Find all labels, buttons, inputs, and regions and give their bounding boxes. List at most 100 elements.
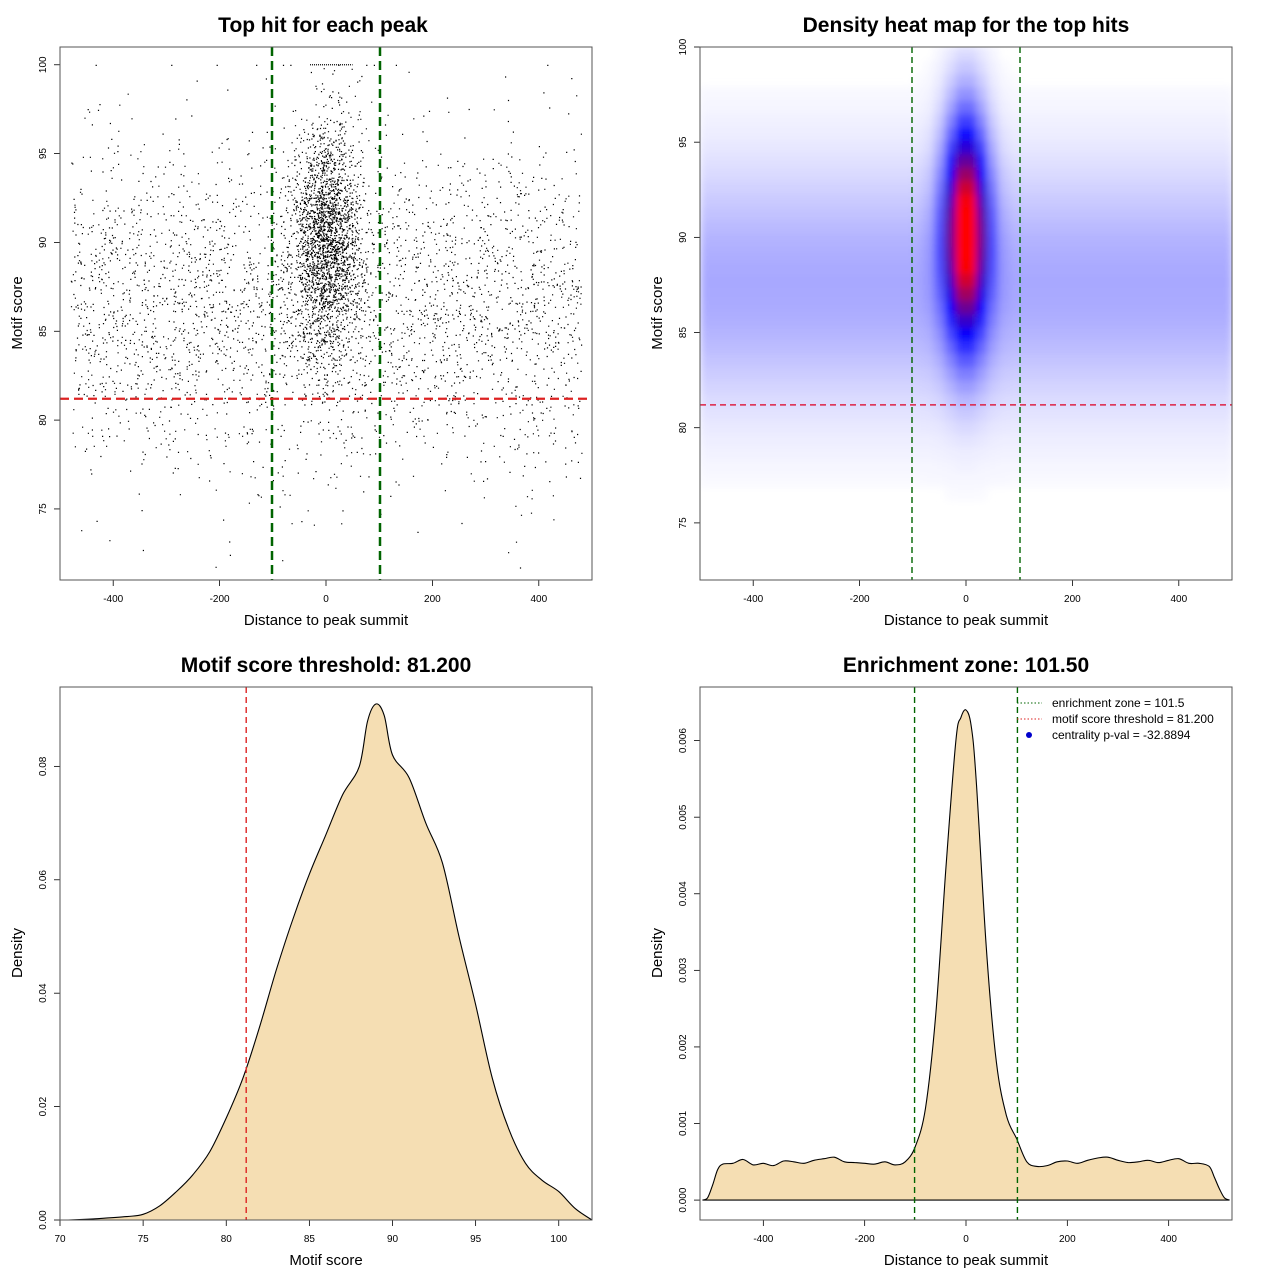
heatmap-cell [1136, 473, 1148, 488]
heatmap-cell [1146, 420, 1159, 434]
heatmap-cell [817, 300, 829, 315]
heatmap-cell [1157, 286, 1169, 301]
heatmap-cell [997, 140, 1010, 155]
heatmap-cell [1115, 113, 1127, 128]
heatmap-cell [700, 313, 712, 328]
heatmap-cell [1093, 340, 1105, 354]
heatmap-cell [1221, 406, 1232, 421]
heatmap-cell [742, 260, 754, 275]
heatmap-cell [987, 87, 999, 101]
heatmap-cell [1061, 260, 1073, 275]
heatmap-cell [1115, 193, 1127, 208]
heatmap-cell [1136, 326, 1148, 341]
heatmap-cell [1200, 166, 1212, 181]
heatmap-cell [763, 166, 775, 181]
heatmap-cell [987, 206, 999, 221]
heatmap-cell [944, 473, 956, 488]
heatmap-cell [1008, 326, 1020, 341]
heatmap-cell [1072, 220, 1084, 235]
heatmap-cell [1115, 87, 1127, 101]
heatmap-cell [944, 87, 956, 101]
heatmap-cell [795, 206, 807, 221]
heatmap-cell [1040, 113, 1052, 128]
heatmap-cell [944, 300, 956, 315]
heatmap-cell [944, 433, 956, 448]
heatmap-cell [880, 446, 893, 461]
heatmap-cell [785, 446, 797, 461]
heatmap-cell [1008, 313, 1020, 328]
heatmap-cell [753, 273, 765, 288]
heatmap-cell [934, 286, 946, 301]
heatmap-cell [774, 273, 786, 288]
heatmap-cell [753, 140, 765, 155]
heatmap-cell [1125, 380, 1137, 394]
heatmap-cell [1200, 100, 1212, 115]
heatmap-cell [934, 73, 946, 88]
heatmap-cell [870, 113, 882, 128]
heatmap-cell [1221, 140, 1232, 155]
heatmap-cell [1019, 153, 1031, 168]
heatmap-cell [902, 193, 914, 208]
heatmap-cell [1093, 166, 1105, 181]
heatmap-cell [731, 300, 744, 315]
heatmap-cell [721, 326, 733, 341]
heatmap-cell [849, 460, 861, 474]
heatmap-cell [934, 153, 946, 168]
heatmap-cell [1051, 193, 1063, 208]
heatmap-cell [795, 140, 807, 155]
heatmap-cell [817, 206, 829, 221]
heatmap-cell [1189, 313, 1201, 328]
heatmap-cell [997, 153, 1010, 168]
heatmap-cell [1189, 206, 1201, 221]
heatmap-cell [763, 420, 775, 434]
heatmap-cell [785, 100, 797, 115]
heatmap-cell [944, 486, 956, 501]
heatmap-cell [955, 273, 967, 288]
heatmap-cell [1221, 166, 1232, 181]
heatmap-cell [849, 166, 861, 181]
heatmap-cell [1210, 286, 1222, 301]
heatmap-cell [987, 286, 999, 301]
heatmap-cell [817, 153, 829, 168]
heatmap-cell [955, 87, 967, 101]
heatmap-cell [1072, 180, 1084, 195]
heatmap-cell [955, 286, 967, 301]
heatmap-cell [700, 366, 712, 381]
heatmap-cell [944, 353, 956, 368]
heatmap-cell [870, 313, 882, 328]
heatmap-cell [795, 286, 807, 301]
heatmap-cell [1200, 420, 1212, 434]
heatmap-cell [1019, 180, 1031, 195]
heatmap-cell [817, 100, 829, 115]
heatmap-cell [1115, 366, 1127, 381]
heatmap-cell [795, 433, 807, 448]
heatmap-cell [923, 60, 935, 75]
heatmap-cell [891, 193, 903, 208]
panel-score-density: Motif score threshold: 81.200 70 75 80 85 90… [9, 654, 593, 1269]
heatmap-cell [912, 166, 924, 181]
heatmap-cell [997, 393, 1010, 408]
x-tick-label: 400 [1170, 594, 1187, 605]
heatmap-cell [763, 113, 775, 128]
heatmap-cell [721, 473, 733, 488]
heatmap-cell [721, 246, 733, 261]
y-tick-label: 80 [678, 422, 689, 434]
heatmap-cell [923, 113, 935, 128]
heatmap-cell [1168, 100, 1180, 115]
heatmap-cell [1083, 353, 1095, 368]
heatmap-cell [1008, 353, 1020, 368]
heatmap-cell [785, 273, 797, 288]
y-axis-label: Motif score [9, 276, 26, 349]
heatmap-cell [1040, 300, 1052, 315]
heatmap-cell [827, 127, 839, 141]
heatmap-cell [1146, 366, 1159, 381]
heatmap-cell [1061, 87, 1073, 101]
heatmap-cell [955, 73, 967, 88]
heatmap-cell [721, 140, 733, 155]
heatmap-cell [923, 353, 935, 368]
heatmap-cell [1115, 140, 1127, 155]
heatmap-cell [753, 100, 765, 115]
heatmap-cell [1136, 406, 1148, 421]
heatmap-cell [1083, 153, 1095, 168]
heatmap-cell [1051, 127, 1063, 141]
